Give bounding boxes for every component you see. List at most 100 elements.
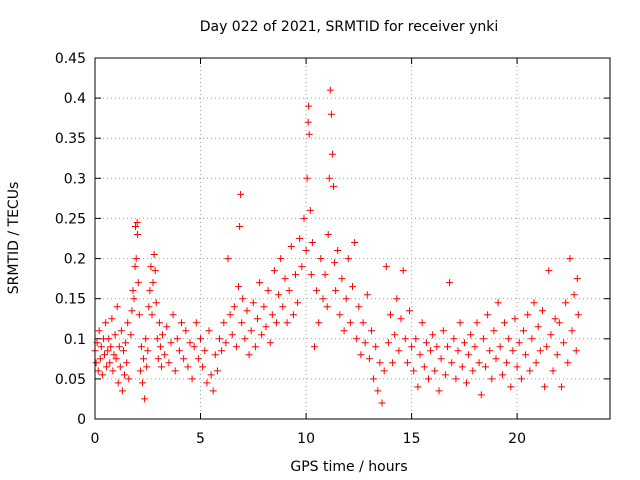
data-point [454,347,462,355]
data-point [241,335,249,343]
data-point [279,303,287,311]
data-point [560,339,568,347]
data-point [97,343,105,351]
data-point [260,303,268,311]
data-point [326,86,334,94]
grid-lines [95,58,610,419]
data-point [389,359,397,367]
data-point [460,339,468,347]
data-point [501,319,508,327]
data-point [136,367,144,375]
data-point [331,259,339,267]
data-point [325,174,333,182]
data-point [349,283,356,291]
data-point [456,319,464,327]
data-point [551,315,559,323]
data-point [448,359,456,367]
data-point [334,247,342,254]
data-point [498,371,506,379]
data-point [463,379,470,387]
data-point [526,367,534,375]
data-point [465,351,473,359]
data-point [555,319,563,327]
data-point [562,299,570,307]
data-point [433,343,441,351]
data-point [401,335,409,343]
x-tick-label: 5 [196,431,205,447]
data-point [149,279,157,287]
data-point [159,331,166,339]
data-point [281,275,289,283]
data-point [153,335,161,343]
data-point [148,311,156,319]
data-point [545,267,553,275]
data-point [344,255,352,263]
data-point [292,271,299,279]
data-point [94,367,102,375]
data-point [130,295,138,303]
data-point [302,247,310,254]
data-point [287,243,295,250]
data-point [534,323,542,331]
data-point [359,319,367,327]
data-point [120,347,127,355]
data-point [305,130,313,138]
data-point [444,343,451,351]
data-point [317,255,325,263]
data-point [387,311,394,319]
data-point [541,383,549,391]
data-point [237,190,245,198]
data-point [211,351,219,359]
data-point [121,371,128,379]
data-point [547,331,555,339]
data-point [161,351,169,359]
data-point [437,355,445,363]
data-point [115,343,123,351]
data-point [266,339,274,347]
data-point [133,219,141,226]
x-tick-label: 0 [91,431,100,447]
data-point [520,327,527,335]
data-point [127,331,135,339]
y-axis-label: SRMTID / TECUs [6,182,22,295]
data-point [152,299,160,307]
data-point [235,283,242,291]
data-point [439,327,447,335]
data-point [137,343,145,351]
x-tick-label: 20 [508,431,526,447]
data-point [245,351,253,359]
data-point [129,287,137,295]
data-point [205,327,213,335]
data-point [139,379,146,387]
data-point [182,327,190,335]
data-point [351,239,359,246]
data-point [315,319,323,327]
data-point [558,383,565,391]
data-point [376,359,384,367]
data-point [273,319,280,327]
data-point [564,359,572,367]
data-point [553,351,561,359]
data-point [532,359,540,367]
data-point [249,299,257,307]
data-point [380,367,388,375]
data-point [275,291,283,299]
data-point [399,267,407,275]
data-point [201,347,209,355]
data-point [427,347,435,355]
data-point [118,387,126,395]
data-point [370,375,378,383]
data-point [549,367,557,375]
data-point [536,347,544,355]
data-point [111,331,119,339]
data-point [414,383,422,391]
data-point [342,295,350,303]
data-point [321,271,329,279]
data-point [507,383,515,391]
data-point [412,335,420,343]
data-point [218,347,226,355]
data-point [505,335,513,343]
data-point [254,315,261,323]
y-tick-label: 0.1 [64,332,86,348]
data-point [327,110,335,118]
